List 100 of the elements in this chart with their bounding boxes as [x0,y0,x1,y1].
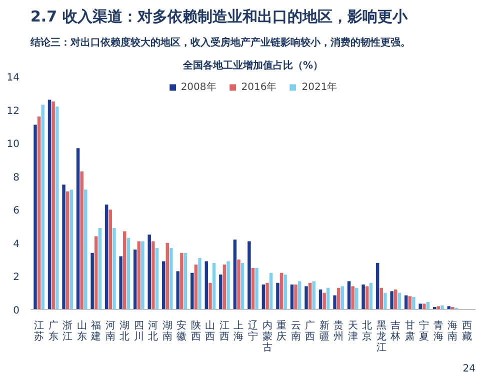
bar [290,284,294,310]
bar [222,264,226,310]
bar [384,292,387,310]
bar [141,241,144,310]
bar [412,297,416,310]
bar [41,104,44,310]
bar [312,281,316,310]
bar [208,282,212,310]
bar [76,148,80,310]
bar [394,290,398,310]
bar [112,228,116,310]
x-tick-label: 江西 [219,320,230,342]
bar [280,272,284,310]
bar [170,248,173,310]
bar [190,272,194,310]
bar [90,252,94,310]
bar [62,184,66,310]
x-tick-label: 内蒙古 [262,320,272,354]
x-tick-label: 浙江 [62,320,73,342]
x-tick-label: 上海 [234,320,244,342]
x-tick-label: 湖北 [120,320,130,342]
bar [355,288,358,310]
bar [365,286,369,310]
x-tick-label: 青海 [433,320,444,342]
bar [184,252,188,310]
bar [48,100,52,310]
bar [351,286,354,310]
bar [198,258,202,310]
x-tick-label: 山西 [205,320,216,342]
x-tick-label: 黑龙江 [376,320,386,354]
x-tick-label: 四川 [134,320,144,342]
bar [56,106,59,310]
bar [440,305,444,310]
bar [340,286,344,310]
bar [248,241,251,310]
bar [148,234,151,310]
bar [237,260,240,310]
y-tick-label: 8 [13,172,20,184]
bar [119,256,122,310]
y-tick-label: 10 [6,139,20,150]
bar [276,282,280,310]
y-tick-label: 4 [13,238,20,250]
bar [418,304,422,310]
bar [333,295,336,310]
x-tick-label: 陕西 [190,320,201,342]
bar [240,262,244,310]
x-tick-label: 江苏 [34,320,44,342]
bar [180,252,184,310]
x-tick-label: 海南 [448,320,458,342]
bar [123,231,126,310]
bar [108,210,112,310]
x-tick-label: 北京 [362,320,372,342]
bar [294,284,298,310]
x-tick-label: 广西 [305,320,316,342]
text: 全国各地工业增加值占比（%） [182,60,324,72]
y-tick-label: 0 [13,306,20,316]
x-tick-label: 山东 [76,320,87,342]
bar [152,241,155,310]
x-tick-label: 福建 [90,320,102,342]
bar [318,290,322,310]
bar [204,261,208,310]
bar [98,228,102,310]
legend-label: 2008年 [180,81,216,94]
bar [137,241,141,310]
text: 24 [462,364,476,374]
x-tick-label: 河北 [148,320,158,342]
x-tick-label: 宁夏 [419,320,430,342]
bar [408,296,412,310]
bar [336,288,340,310]
bar [269,272,273,310]
bar [37,116,41,310]
x-tick-label: 河南 [105,320,116,342]
x-tick-label: 湖南 [162,320,172,342]
x-tick-label: 甘肃 [404,320,415,342]
bar [255,268,258,310]
bar [194,264,198,310]
bar [326,288,330,310]
bar [304,286,308,310]
bar [176,271,180,310]
x-tick-label: 重庆 [276,320,287,342]
bar [52,101,55,310]
bar [94,236,98,310]
x-tick-label: 天津 [348,320,358,342]
y-tick-label: 14 [6,72,20,84]
bar [212,262,216,310]
chart-title: 2.7 收入渠道：对多依赖制造业和出口的地区，影响更小 [30,8,408,26]
bar [369,282,373,310]
bar [126,238,130,310]
x-tick-label: 贵州 [334,320,344,342]
bar [376,262,380,310]
bar [251,268,255,310]
y-tick-label: 12 [6,106,20,117]
bar [362,284,365,310]
bar [308,282,312,310]
y-tick-label: 2 [13,272,20,284]
x-tick-label: 云南 [290,320,301,342]
bar [219,274,222,310]
bar [422,304,426,310]
bar [322,292,326,310]
bar [226,261,230,310]
